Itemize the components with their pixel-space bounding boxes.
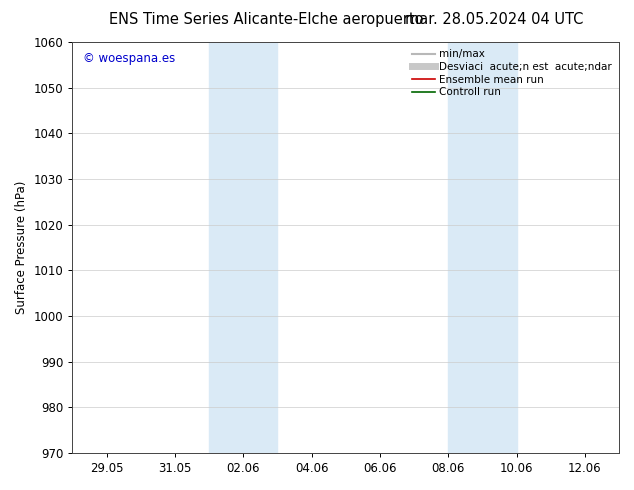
Y-axis label: Surface Pressure (hPa): Surface Pressure (hPa) <box>15 181 28 314</box>
Bar <box>209 42 277 453</box>
Text: mar. 28.05.2024 04 UTC: mar. 28.05.2024 04 UTC <box>405 12 584 27</box>
Bar <box>448 42 517 453</box>
Text: ENS Time Series Alicante-Elche aeropuerto: ENS Time Series Alicante-Elche aeropuert… <box>109 12 424 27</box>
Text: © woespana.es: © woespana.es <box>83 52 176 65</box>
Legend: min/max, Desviaci  acute;n est  acute;ndar, Ensemble mean run, Controll run: min/max, Desviaci acute;n est acute;ndar… <box>410 47 614 99</box>
